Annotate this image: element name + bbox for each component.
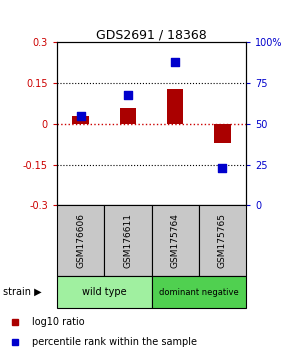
Text: GSM175764: GSM175764 xyxy=(171,213,180,268)
Point xyxy=(173,59,178,65)
Text: dominant negative: dominant negative xyxy=(159,287,238,297)
Bar xyxy=(214,124,231,143)
Bar xyxy=(152,276,246,308)
Text: log10 ratio: log10 ratio xyxy=(32,318,85,327)
Text: GSM175765: GSM175765 xyxy=(218,213,227,268)
Bar xyxy=(120,108,136,124)
Bar xyxy=(72,116,89,124)
Bar xyxy=(152,205,199,276)
Text: GSM176606: GSM176606 xyxy=(76,213,85,268)
Bar xyxy=(57,276,152,308)
Point xyxy=(125,92,130,97)
Bar xyxy=(167,88,183,124)
Point xyxy=(220,165,225,171)
Bar xyxy=(104,205,152,276)
Bar xyxy=(199,205,246,276)
Text: wild type: wild type xyxy=(82,287,127,297)
Point xyxy=(78,113,83,119)
Text: percentile rank within the sample: percentile rank within the sample xyxy=(32,337,197,347)
Title: GDS2691 / 18368: GDS2691 / 18368 xyxy=(96,28,207,41)
Text: strain ▶: strain ▶ xyxy=(3,287,42,297)
Bar xyxy=(57,205,104,276)
Text: GSM176611: GSM176611 xyxy=(123,213,132,268)
